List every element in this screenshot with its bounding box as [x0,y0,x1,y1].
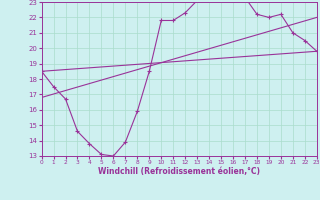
X-axis label: Windchill (Refroidissement éolien,°C): Windchill (Refroidissement éolien,°C) [98,167,260,176]
